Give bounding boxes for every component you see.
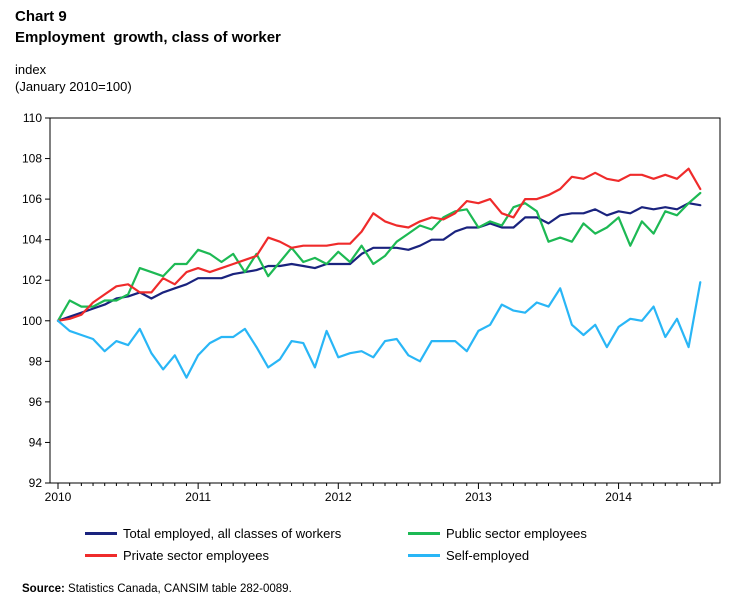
legend-swatch-total-employed [85, 532, 117, 535]
x-tick-label: 2012 [325, 490, 352, 504]
y-tick-label: 96 [29, 395, 43, 409]
y-tick-label: 102 [22, 273, 42, 287]
source-label: Source: [22, 583, 65, 595]
legend-label-self-employed: Self-employed [446, 548, 530, 563]
legend-swatch-private-sector [85, 554, 117, 557]
legend-item-private-sector: Private sector employees [85, 548, 269, 563]
y-unit-label: index [15, 62, 47, 77]
chart-number: Chart 9 [15, 8, 67, 25]
legend-swatch-public-sector [408, 532, 440, 535]
y-tick-label: 92 [29, 476, 43, 490]
x-tick-label: 2014 [605, 490, 632, 504]
y-tick-label: 94 [29, 435, 43, 449]
plot-frame [49, 117, 721, 484]
y-tick-label: 110 [23, 111, 42, 125]
y-unit-note: (January 2010=100) [15, 79, 132, 94]
series-line-private-sector-employees [56, 167, 702, 322]
y-tick-label: 100 [22, 314, 42, 328]
y-tick-label: 108 [22, 152, 42, 166]
series-line-self-employed [56, 281, 702, 379]
legend-label-private-sector: Private sector employees [123, 548, 269, 563]
source-note: Source: Statistics Canada, CANSIM table … [22, 583, 292, 595]
source-text: Statistics Canada, CANSIM table 282-0089… [68, 583, 292, 595]
x-tick-label: 2013 [465, 490, 492, 504]
legend-label-public-sector: Public sector employees [446, 526, 587, 541]
legend-item-self-employed: Self-employed [408, 548, 529, 563]
x-tick-label: 2010 [45, 490, 72, 504]
chart-title: Employment growth, class of worker [15, 29, 281, 46]
y-tick-label: 98 [29, 354, 43, 368]
legend-item-public-sector: Public sector employees [408, 526, 587, 541]
legend-swatch-self-employed [408, 554, 440, 557]
y-tick-label: 104 [22, 233, 42, 247]
series-line-total-employed-all-classes-of-workers [56, 202, 702, 322]
series-line-public-sector-employees [56, 191, 702, 322]
legend-label-total-employed: Total employed, all classes of workers [123, 526, 342, 541]
y-tick-label: 106 [22, 192, 42, 206]
legend-item-total-employed: Total employed, all classes of workers [85, 526, 341, 541]
x-tick-label: 2011 [185, 490, 211, 504]
